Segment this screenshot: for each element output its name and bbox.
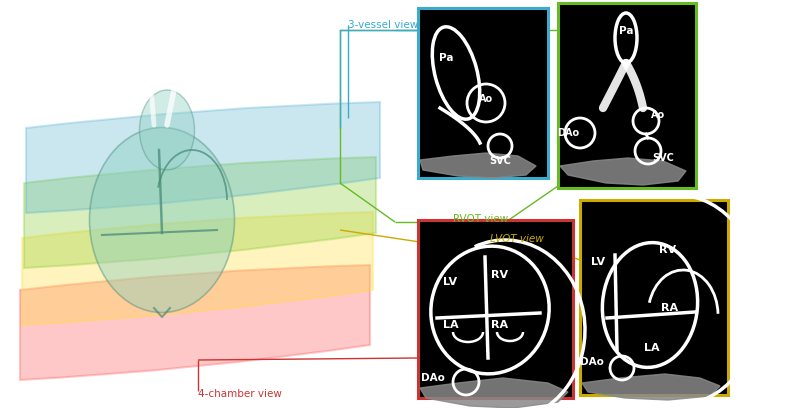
Text: DAo: DAo (580, 357, 604, 367)
Text: RV: RV (659, 245, 677, 255)
PathPatch shape (20, 265, 370, 380)
Text: Ao: Ao (479, 94, 493, 104)
Bar (580, 200, 728, 395)
Bar (418, 220, 573, 398)
Text: Pa: Pa (438, 53, 454, 63)
Polygon shape (560, 158, 686, 185)
Text: RVOT view: RVOT view (453, 214, 508, 224)
Text: Pa: Pa (618, 26, 634, 36)
Text: RA: RA (662, 303, 678, 313)
PathPatch shape (26, 102, 380, 213)
Text: DAo: DAo (421, 373, 445, 383)
Bar (418, 8, 548, 178)
Text: LV: LV (443, 277, 457, 287)
Text: LA: LA (443, 320, 459, 330)
Text: LV: LV (591, 257, 605, 267)
Text: RA: RA (491, 320, 509, 330)
PathPatch shape (22, 212, 373, 325)
Ellipse shape (139, 90, 194, 170)
PathPatch shape (24, 157, 376, 268)
Ellipse shape (90, 127, 234, 313)
Text: DAo: DAo (557, 128, 579, 138)
Text: 3-vessel view: 3-vessel view (348, 20, 418, 30)
Polygon shape (420, 153, 536, 178)
Polygon shape (582, 374, 720, 400)
Text: LA: LA (644, 343, 660, 353)
Bar (558, 3, 696, 188)
Text: RV: RV (491, 270, 509, 280)
Polygon shape (420, 378, 568, 408)
Text: SVC: SVC (652, 153, 674, 163)
Text: LVOT view: LVOT view (490, 234, 544, 244)
Text: 4-chamber view: 4-chamber view (198, 389, 282, 399)
Text: Ao: Ao (651, 110, 665, 120)
Text: SVC: SVC (489, 156, 511, 166)
